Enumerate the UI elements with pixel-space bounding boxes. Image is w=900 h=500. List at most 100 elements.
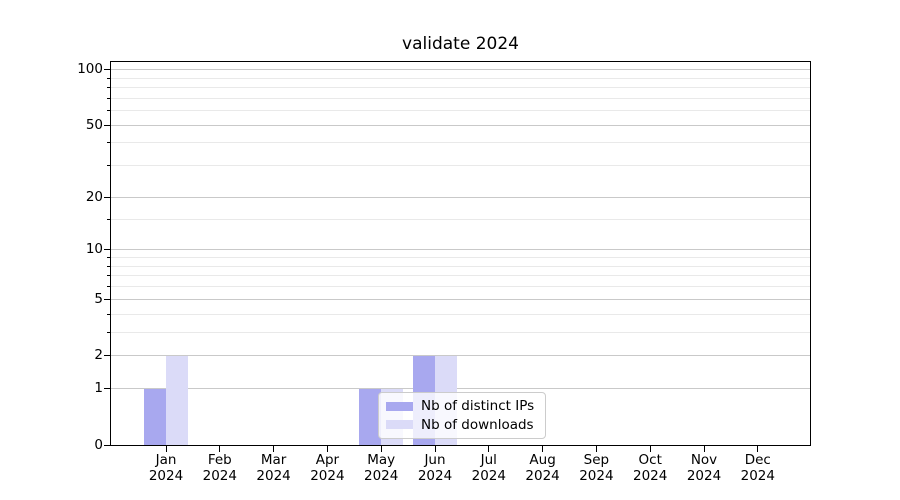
y-minor-tick (107, 165, 110, 167)
x-tick-label-month: Jan (155, 452, 177, 468)
x-tick (542, 446, 544, 452)
x-tick-label-month: Mar (260, 452, 287, 468)
y-tick-label: 2 (94, 347, 103, 364)
legend-item-downloads: Nb of downloads (386, 416, 538, 435)
y-tick-label: 10 (85, 241, 103, 258)
x-tick (380, 446, 382, 452)
x-tick-label-year: 2024 (471, 467, 506, 484)
gridline-major (111, 196, 810, 198)
x-tick (219, 446, 221, 452)
y-minor-tick (107, 286, 110, 288)
y-major-tick (104, 124, 110, 126)
chart-title: validate 2024 (402, 34, 519, 54)
x-tick-label-year: 2024 (417, 467, 453, 484)
gridline-major (111, 355, 810, 357)
gridline-minor (111, 331, 810, 333)
x-tick-label-year: 2024 (686, 467, 722, 484)
y-tick-label: 50 (85, 116, 103, 133)
x-tick-label: Jul 2024 (462, 452, 516, 484)
gridline-major (111, 298, 810, 300)
x-tick (757, 446, 759, 452)
gridline-minor (111, 275, 810, 277)
y-major-tick (104, 388, 110, 390)
y-major-tick (104, 355, 110, 357)
legend-swatch-distinct-ips (386, 401, 413, 411)
gridline-minor (111, 257, 810, 259)
gridline-minor (111, 110, 810, 112)
x-tick-label-month: Apr (315, 452, 340, 468)
x-tick-label: Jun 2024 (408, 452, 462, 484)
x-tick-label: May 2024 (354, 452, 408, 484)
x-tick-label-month: Jun (424, 452, 446, 468)
gridline-major (111, 249, 810, 251)
y-minor-tick (107, 77, 110, 79)
x-tick-label-month: Feb (207, 452, 232, 468)
y-minor-tick (107, 110, 110, 112)
y-tick-label: 1 (94, 380, 103, 397)
gridline-minor (111, 286, 810, 288)
y-minor-tick (107, 219, 110, 221)
x-tick-label-month: Sep (583, 452, 610, 468)
legend-swatch-downloads (386, 420, 413, 430)
y-major-tick (104, 196, 110, 198)
bar-nb-of-distinct-ips (359, 388, 382, 445)
x-tick (165, 446, 167, 452)
x-tick-label-year: 2024 (364, 467, 399, 484)
y-major-tick (104, 298, 110, 300)
y-minor-tick (107, 313, 110, 315)
gridline-minor (111, 313, 810, 315)
y-major-tick (104, 69, 110, 71)
y-minor-tick (107, 87, 110, 89)
legend-label-distinct-ips: Nb of distinct IPs (421, 398, 535, 415)
gridline-major (111, 69, 810, 71)
y-major-tick (104, 444, 110, 446)
x-tick-label-year: 2024 (579, 467, 614, 484)
x-tick-label-month: Jul (480, 452, 497, 468)
legend-label-downloads: Nb of downloads (421, 416, 534, 433)
y-tick-label: 20 (85, 188, 103, 205)
x-tick (595, 446, 597, 452)
x-tick-label-year: 2024 (202, 467, 237, 484)
x-tick (434, 446, 436, 452)
x-tick-label-month: Oct (638, 452, 662, 468)
gridline-minor (111, 77, 810, 79)
y-tick-label: 5 (94, 290, 103, 307)
y-minor-tick (107, 275, 110, 277)
x-tick-label-year: 2024 (148, 467, 184, 484)
x-tick-label-month: May (367, 452, 396, 468)
gridline-minor (111, 142, 810, 144)
x-tick-label: Apr 2024 (300, 452, 354, 484)
y-minor-tick (107, 257, 110, 259)
x-tick (273, 446, 275, 452)
x-tick-label: Dec 2024 (731, 452, 785, 484)
y-minor-tick (107, 265, 110, 267)
x-tick (326, 446, 328, 452)
gridline-minor (111, 219, 810, 221)
legend: Nb of distinct IPs Nb of downloads (378, 392, 546, 439)
x-tick-label-month: Aug (529, 452, 556, 468)
x-tick-label: Nov 2024 (677, 452, 731, 484)
y-tick-label: 100 (77, 61, 103, 78)
y-minor-tick (107, 97, 110, 99)
x-tick-label-year: 2024 (525, 467, 560, 484)
legend-item-distinct-ips: Nb of distinct IPs (386, 397, 538, 416)
x-tick (703, 446, 705, 452)
x-tick-label-year: 2024 (310, 467, 345, 484)
y-minor-tick (107, 331, 110, 333)
x-tick (649, 446, 651, 452)
gridline-minor (111, 165, 810, 167)
x-tick-label-year: 2024 (740, 467, 775, 484)
x-tick-label: Sep 2024 (569, 452, 623, 484)
gridline-minor (111, 265, 810, 267)
x-tick-label: Jan 2024 (139, 452, 193, 484)
gridline-major (111, 388, 810, 390)
bar-nb-of-downloads (166, 355, 188, 445)
x-tick (488, 446, 490, 452)
y-major-tick (104, 249, 110, 251)
x-tick-label-month: Dec (744, 452, 771, 468)
x-tick-label: Mar 2024 (247, 452, 301, 484)
x-tick-label-year: 2024 (256, 467, 291, 484)
gridline-minor (111, 97, 810, 99)
x-tick-label-month: Nov (690, 452, 718, 468)
